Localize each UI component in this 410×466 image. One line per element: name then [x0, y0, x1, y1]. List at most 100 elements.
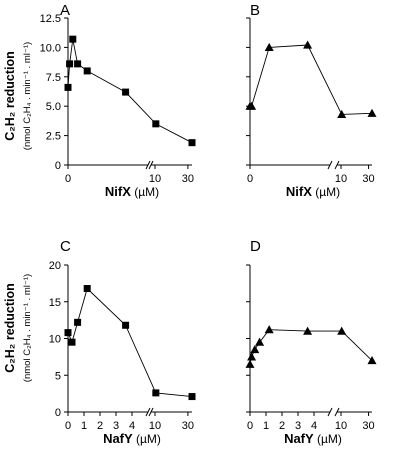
data-point-triangle — [255, 337, 265, 346]
series-line — [67, 287, 193, 398]
x-tick-label: 0 — [65, 173, 71, 185]
y-tick-label: 2.5 — [46, 131, 61, 143]
x-tick-label: 30 — [182, 173, 194, 185]
x-tick-label: 10 — [335, 420, 347, 432]
data-point-square — [74, 318, 82, 326]
data-point-triangle — [337, 109, 347, 119]
data-point-square — [188, 139, 196, 147]
chart-panel-b: B 0 10 30 NifX (µM) — [245, 2, 377, 199]
data-point-triangle — [337, 326, 347, 335]
x-tick-label: 10 — [335, 173, 347, 185]
x-axis-title-protein: NafY — [103, 431, 133, 446]
data-point-square — [152, 389, 160, 397]
data-point-triangle — [367, 356, 377, 365]
x-axis-title-unit: (µM) — [312, 185, 340, 199]
x-tick-label: 4 — [129, 420, 135, 432]
data-point-triangle — [303, 326, 313, 335]
x-tick-label: 3 — [295, 420, 301, 432]
x-axis-title-unit: (µM) — [131, 185, 159, 199]
y-axis-title-top: C₂H₂ reduction — [3, 51, 17, 141]
x-tick-label: 3 — [113, 420, 119, 432]
y-tick-label: 20 — [49, 260, 61, 272]
series-line — [249, 329, 373, 365]
chart-panel-d: D 0 1 2 3 4 10 30 NafY (µM) — [245, 238, 377, 446]
x-axis-break-mark — [148, 160, 154, 170]
x-tick-label: 0 — [247, 173, 253, 185]
x-axis-title-protein: NifX — [105, 184, 131, 199]
x-axis-title: NifX (µM) — [286, 184, 340, 199]
x-axis-title: NafY (µM) — [103, 431, 161, 446]
y-axis-title-main: C₂H₂ reduction — [3, 283, 17, 373]
y-axis-subtitle-top: (nmol C₂H₄ . min⁻¹ . ml⁻¹) — [22, 42, 33, 150]
x-axis-break-mark — [145, 407, 151, 417]
y-tick-label: 5.0 — [46, 101, 61, 113]
data-point-square — [69, 35, 77, 43]
data-point-triangle — [264, 42, 274, 51]
data-point-square — [64, 329, 72, 337]
data-point-triangle — [247, 352, 257, 361]
x-axis-title: NifX (µM) — [105, 184, 159, 199]
x-tick-label: 4 — [311, 420, 317, 432]
x-tick-label: 10 — [149, 420, 161, 432]
x-tick-label: 30 — [362, 173, 374, 185]
x-tick-label: 1 — [81, 420, 87, 432]
data-point-square — [152, 120, 160, 128]
x-tick-label: 0 — [65, 420, 71, 432]
data-point-triangle — [367, 108, 377, 117]
series-line — [67, 39, 193, 144]
x-tick-label: 2 — [279, 420, 285, 432]
y-tick-label: 10.0 — [40, 42, 61, 54]
data-point-square — [122, 88, 130, 96]
y-axis-subtitle-bottom: (nmol C₂H₄ . min⁻¹ . ml⁻¹) — [22, 274, 33, 382]
x-tick-label: 10 — [149, 173, 161, 185]
y-axis-title-units: (nmol C₂H₄ . min⁻¹ . ml⁻¹) — [22, 274, 33, 382]
data-point-triangle — [245, 359, 255, 368]
data-point-square — [83, 67, 91, 75]
x-axis-break-mark — [327, 407, 333, 417]
x-tick-label: 30 — [182, 420, 194, 432]
data-point-triangle — [250, 345, 260, 354]
x-axis-break-mark — [334, 407, 340, 417]
y-tick-label: 0 — [55, 407, 61, 419]
x-axis-title-unit: (µM) — [133, 432, 161, 446]
panel-label: C — [60, 238, 71, 255]
x-axis-break-mark — [327, 160, 333, 170]
y-tick-label: 7.5 — [46, 72, 61, 84]
chart-panel-a: A 0 2.5 5.0 7.5 10.0 12.5 0 10 30 NifX (µM) — [40, 2, 196, 199]
x-tick-label: 1 — [263, 420, 269, 432]
y-tick-label: 15 — [49, 297, 61, 309]
y-axis-title-main: C₂H₂ reduction — [3, 51, 17, 141]
data-point-square — [64, 83, 72, 91]
data-point-square — [122, 321, 130, 329]
y-tick-label: 0 — [55, 160, 61, 172]
data-point-square — [74, 60, 82, 68]
data-point-square — [188, 393, 196, 401]
series-line — [250, 44, 373, 115]
data-point-triangle — [247, 101, 257, 110]
data-point-triangle — [303, 40, 313, 49]
data-point-square — [66, 60, 74, 68]
x-tick-label: 30 — [362, 420, 374, 432]
x-axis-title-protein: NifX — [286, 184, 312, 199]
x-axis-title-unit: (µM) — [314, 432, 342, 446]
x-axis-title-protein: NafY — [284, 431, 314, 446]
x-tick-label: 2 — [97, 420, 103, 432]
data-point-triangle — [264, 325, 274, 334]
x-axis-title: NafY (µM) — [284, 431, 342, 446]
y-tick-label: 10 — [49, 334, 61, 346]
panel-label: B — [250, 2, 260, 19]
y-axis-title-units: (nmol C₂H₄ . min⁻¹ . ml⁻¹) — [22, 42, 33, 150]
data-point-square — [83, 285, 91, 293]
x-axis-break-mark — [145, 160, 151, 170]
x-axis-break-mark — [334, 160, 340, 170]
y-tick-label: 12.5 — [40, 13, 61, 25]
x-axis-break-mark — [148, 407, 154, 417]
y-tick-label: 5 — [55, 370, 61, 382]
data-point-square — [68, 338, 76, 346]
panel-label: D — [250, 238, 261, 255]
x-tick-label: 0 — [247, 420, 253, 432]
panel-label: A — [60, 2, 70, 19]
y-axis-title-bottom: C₂H₂ reduction — [3, 283, 17, 373]
